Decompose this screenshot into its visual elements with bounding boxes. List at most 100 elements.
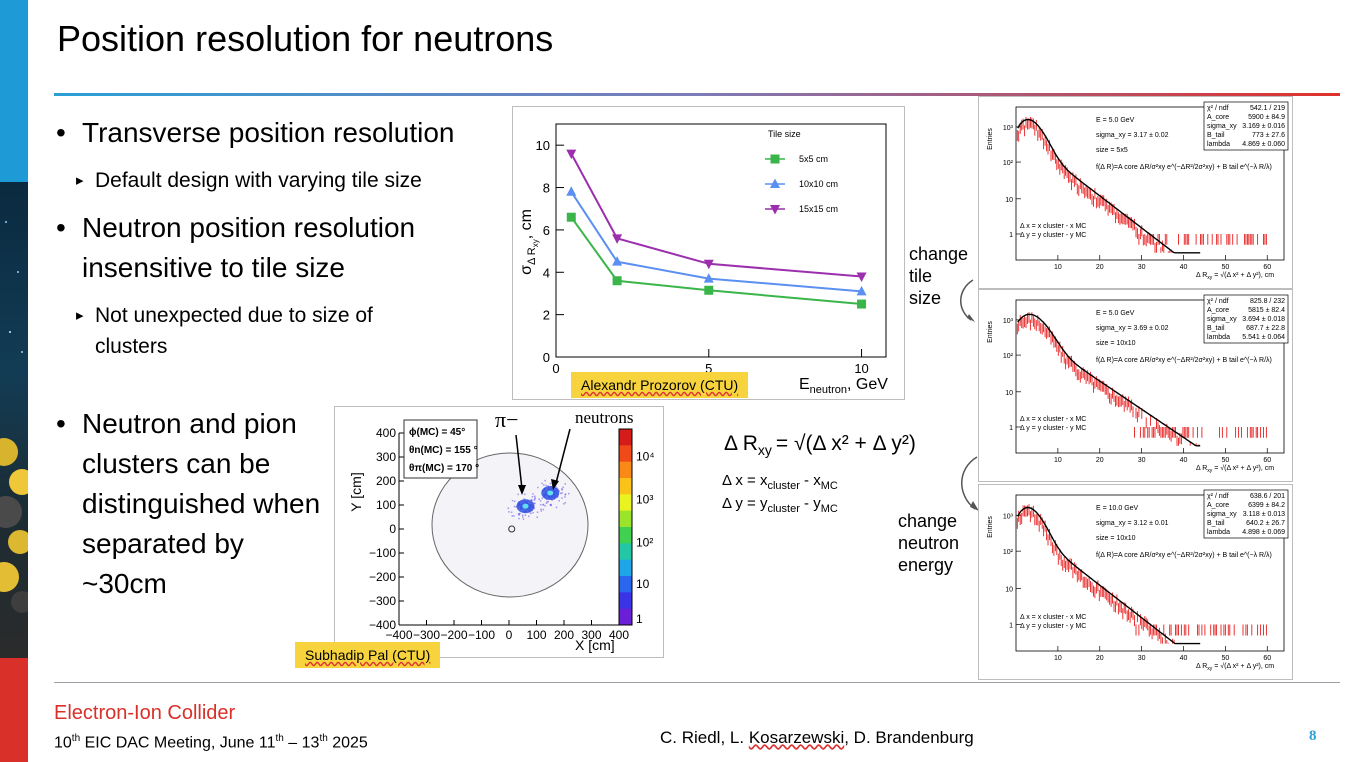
colorbar-segment — [619, 527, 632, 544]
data-point — [612, 276, 622, 286]
hit-point — [542, 503, 544, 506]
hit-point — [532, 511, 534, 514]
hit-point — [541, 482, 543, 485]
hist-fit-curve — [1017, 506, 1201, 645]
x-tick-label: 60 — [1263, 457, 1271, 464]
x-tick-label: 50 — [1221, 655, 1229, 662]
hist-fit-curve — [1017, 313, 1201, 447]
hit-point — [533, 507, 536, 510]
hit-point — [555, 487, 558, 489]
hit-point — [527, 515, 530, 518]
hit-point — [549, 482, 552, 485]
legend-label: 5x5 cm — [799, 154, 828, 164]
colorbar-segment — [619, 543, 632, 561]
hit-point — [561, 488, 563, 490]
stats-value: 638.6 / 201 — [1250, 493, 1285, 500]
hist-info-text: sigma_xy = 3.69 ± 0.02 — [1096, 325, 1169, 332]
hit-point — [562, 486, 564, 489]
hit-point — [515, 506, 518, 508]
hist-def-text: Δ y = y cluster - y MC — [1020, 623, 1086, 630]
hit-point — [531, 496, 534, 498]
hist-xlabel: Δ Rxy = √(Δ x² + Δ y²), cm — [1196, 271, 1274, 281]
y-tick-label: 1 — [1009, 622, 1013, 629]
hit-point — [561, 489, 564, 491]
dx-definition: Δ x = xcluster - xMC — [722, 472, 838, 492]
legend-label: 15x15 cm — [799, 204, 838, 214]
sub-bullet-1: ▸ Default design with varying tile size — [76, 165, 505, 196]
data-point — [703, 259, 714, 270]
bullet-dot-icon: • — [56, 117, 66, 148]
colorbar-tick-label: 10³ — [636, 493, 653, 507]
hit-point — [522, 516, 524, 518]
hist-data-bars — [1016, 116, 1267, 253]
stats-key: χ² / ndf — [1207, 493, 1229, 500]
y-tick-label: 1 — [1009, 425, 1013, 432]
hit-point — [517, 493, 519, 496]
hit-point — [534, 497, 536, 499]
colorbar-tick-label: 10⁴ — [636, 449, 655, 463]
hit-point — [537, 486, 539, 489]
chart-xlabel: Eneutron, GeV — [799, 376, 888, 396]
hist-info-text: size = 5x5 — [1096, 147, 1128, 154]
data-point — [612, 256, 623, 266]
colorbar-frame — [618, 428, 633, 626]
histogram-chart: Entries 10³ 10² 10 1 10 20 30 40 50 60 E = 5.0 GeV s… — [987, 294, 1289, 474]
hist-frame — [1015, 494, 1285, 652]
hit-point — [538, 498, 540, 500]
y-tick-label: 10² — [1003, 549, 1014, 556]
bullet-1: • Transverse position resolution — [56, 113, 512, 153]
y-tick-label: −300 — [369, 594, 396, 608]
credit-prozorov: Alexandr Prozorov (CTU) — [571, 372, 749, 398]
stats-value: 3.118 ± 0.013 — [1243, 511, 1285, 518]
hit-point — [564, 483, 567, 485]
y-tick-label: 10 — [1005, 390, 1013, 397]
x-tick-label: 60 — [1263, 264, 1271, 271]
resolution-chart-panel: σΔ Rxy, cm Eneutron, GeV 0 2 4 6 8 10 0 5 10 Til… — [512, 106, 905, 400]
colorbar-tick-label: 10² — [636, 536, 653, 550]
stats-value: 4.898 ± 0.069 — [1242, 529, 1285, 536]
y-tick-label: 10 — [1005, 587, 1013, 594]
hit-point — [561, 492, 563, 494]
hist-xlabel: Δ Rxy = √(Δ x² + Δ y²), cm — [1196, 662, 1274, 672]
colorbar-tick-label: 10 — [636, 577, 650, 591]
info-theta-pi: θπ(MC) = 170 ° — [409, 463, 479, 474]
stats-value: 6399 ± 84.2 — [1248, 502, 1285, 509]
stats-value: 4.869 ± 0.060 — [1242, 141, 1285, 148]
hist-stats-box — [1203, 294, 1289, 344]
curved-arrow-icon — [960, 279, 975, 322]
hit-point — [557, 488, 560, 491]
hit-point — [536, 516, 538, 518]
resolution-chart: σΔ Rxy, cm Eneutron, GeV 0 2 4 6 8 10 0 5 10 Til… — [518, 123, 888, 396]
x-tick-label: 100 — [526, 628, 546, 642]
colorbar-segment — [619, 461, 632, 479]
x-tick-label: −100 — [468, 628, 495, 642]
hist-info-text: sigma_xy = 3.12 ± 0.01 — [1096, 520, 1169, 527]
x-tick-label: 20 — [1096, 264, 1104, 271]
left-stripe-image — [0, 182, 28, 658]
info-theta-n: θn(MC) = 155 ° — [409, 445, 478, 456]
stats-key: lambda — [1207, 141, 1230, 148]
hit-point — [540, 508, 542, 511]
hit-point — [539, 500, 542, 502]
y-tick-label: 6 — [543, 223, 550, 238]
formula-lhs: Δ R — [724, 432, 758, 455]
hist-xlabel: Δ Rxy = √(Δ x² + Δ y²), cm — [1196, 464, 1274, 474]
stats-key: sigma_xy — [1207, 511, 1237, 518]
hit-point — [524, 514, 527, 516]
triangle-bullet-icon: ▸ — [76, 172, 84, 189]
hit-point — [513, 505, 516, 508]
y-tick-label: −200 — [369, 570, 396, 584]
x-tick-label: 40 — [1180, 264, 1188, 271]
hit-point — [564, 501, 567, 504]
hit-point — [544, 505, 546, 507]
formula-rhs: = √(Δ x² + Δ y²) — [776, 432, 916, 455]
hist-def-text: Δ y = y cluster - y MC — [1020, 232, 1086, 239]
x-tick-label: 60 — [1263, 655, 1271, 662]
histogram-panel-3: Entries 10³ 10² 10 1 10 20 30 40 50 60 E = 10.0 GeV… — [978, 484, 1293, 680]
hist-info-text: E = 5.0 GeV — [1096, 117, 1135, 124]
footer-divider — [54, 682, 1340, 683]
stats-key: lambda — [1207, 334, 1230, 341]
y-tick-label: 10³ — [1003, 318, 1014, 325]
x-tick-label: 300 — [581, 628, 601, 642]
curved-arrow-icon — [961, 456, 979, 511]
